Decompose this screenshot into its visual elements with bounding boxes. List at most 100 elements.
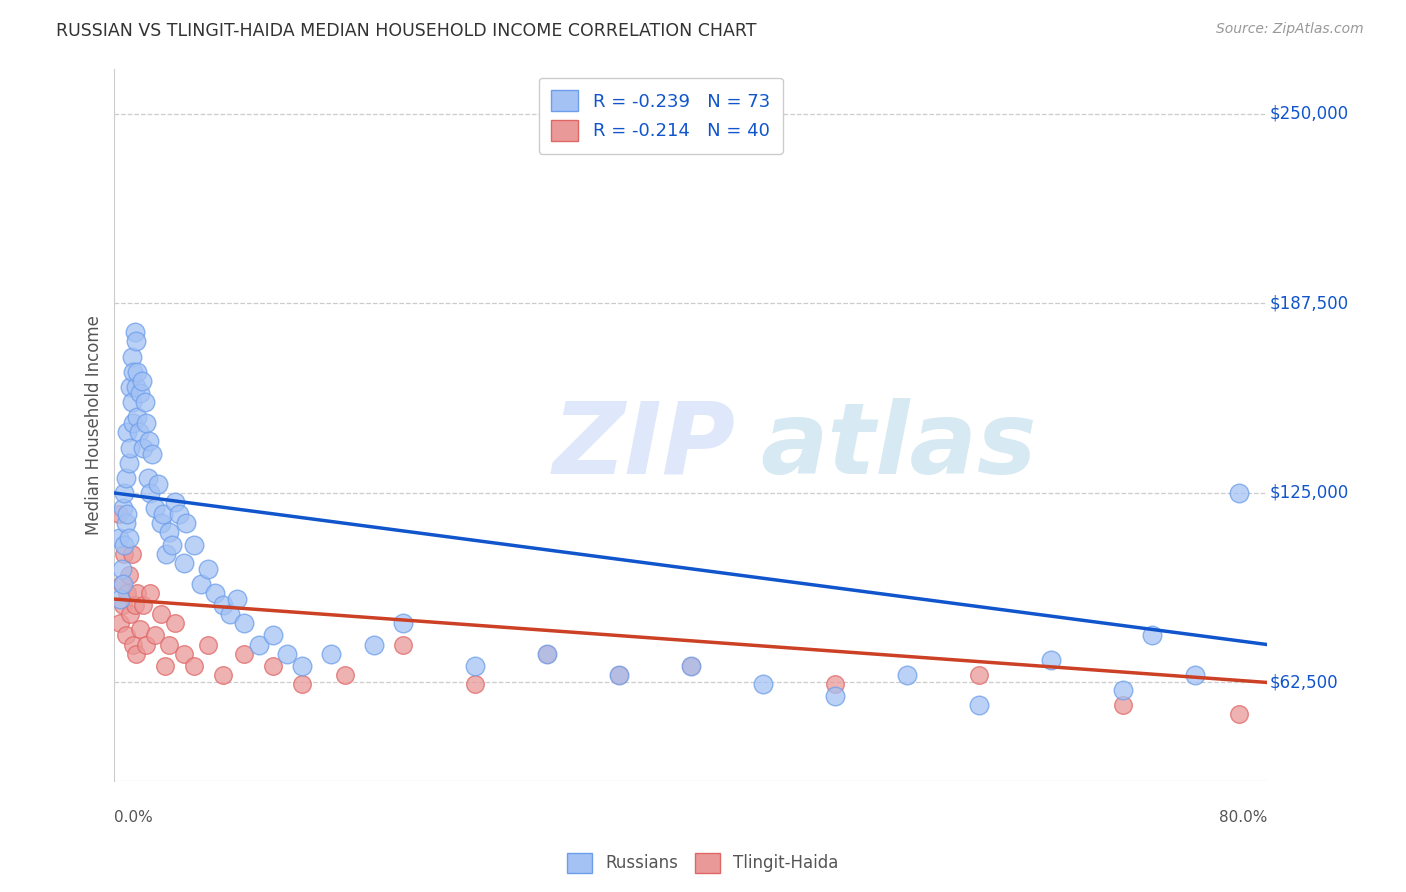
Point [132,441,155,455]
Point [1184,668,1206,682]
Point [115,471,138,485]
Point [122,416,145,430]
Point [114,547,136,561]
Point [110,562,132,576]
Point [108,616,131,631]
Point [153,658,176,673]
Point [824,677,846,691]
Point [319,647,342,661]
Point [139,586,162,600]
Point [125,380,148,394]
Point [1227,707,1250,722]
Point [679,658,702,673]
Point [125,647,148,661]
Point [121,350,143,364]
Point [211,598,233,612]
Point [110,577,132,591]
Text: Source: ZipAtlas.com: Source: ZipAtlas.com [1216,22,1364,37]
Text: $62,500: $62,500 [1270,673,1339,691]
Point [117,507,139,521]
Point [226,592,249,607]
Point [176,516,198,531]
Point [291,677,314,691]
Point [197,562,219,576]
Point [120,607,142,622]
Point [120,441,142,455]
Point [363,638,385,652]
Point [752,677,775,691]
Point [391,638,413,652]
Point [607,668,630,682]
Point [128,425,150,440]
Point [262,658,284,673]
Point [124,598,146,612]
Point [155,547,177,561]
Point [127,365,149,379]
Legend: Russians, Tlingit-Haida: Russians, Tlingit-Haida [561,847,845,880]
Point [679,658,702,673]
Point [149,607,172,622]
Point [139,486,162,500]
Point [391,616,413,631]
Text: RUSSIAN VS TLINGIT-HAIDA MEDIAN HOUSEHOLD INCOME CORRELATION CHART: RUSSIAN VS TLINGIT-HAIDA MEDIAN HOUSEHOL… [56,22,756,40]
Point [131,374,153,388]
Point [120,380,142,394]
Point [146,476,169,491]
Point [247,638,270,652]
Point [211,668,233,682]
Point [536,647,558,661]
Point [536,647,558,661]
Point [143,501,166,516]
Point [114,537,136,551]
Point [129,386,152,401]
Point [276,647,298,661]
Point [108,592,131,607]
Text: $125,000: $125,000 [1270,484,1348,502]
Text: 0.0%: 0.0% [114,810,153,824]
Point [262,628,284,642]
Point [967,698,990,713]
Y-axis label: Median Household Income: Median Household Income [86,315,103,534]
Point [233,647,256,661]
Point [163,495,186,509]
Point [122,638,145,652]
Point [134,395,156,409]
Point [464,677,486,691]
Point [824,689,846,703]
Point [157,525,180,540]
Text: $187,500: $187,500 [1270,294,1348,312]
Point [118,456,141,470]
Point [149,516,172,531]
Point [183,658,205,673]
Point [1140,628,1163,642]
Text: $250,000: $250,000 [1270,105,1348,123]
Point [173,647,195,661]
Point [107,507,129,521]
Point [152,507,174,521]
Legend: R = -0.239   N = 73, R = -0.214   N = 40: R = -0.239 N = 73, R = -0.214 N = 40 [538,78,783,153]
Point [607,668,630,682]
Point [112,501,135,516]
Point [333,668,356,682]
Point [124,326,146,340]
Point [127,586,149,600]
Point [121,547,143,561]
Point [135,638,157,652]
Point [127,410,149,425]
Point [157,638,180,652]
Point [464,658,486,673]
Point [107,532,129,546]
Point [1112,698,1135,713]
Point [132,598,155,612]
Point [896,668,918,682]
Point [160,537,183,551]
Point [218,607,240,622]
Point [125,334,148,349]
Point [112,577,135,591]
Point [291,658,314,673]
Point [141,446,163,460]
Text: atlas: atlas [761,398,1036,495]
Point [138,434,160,449]
Point [163,616,186,631]
Point [136,471,159,485]
